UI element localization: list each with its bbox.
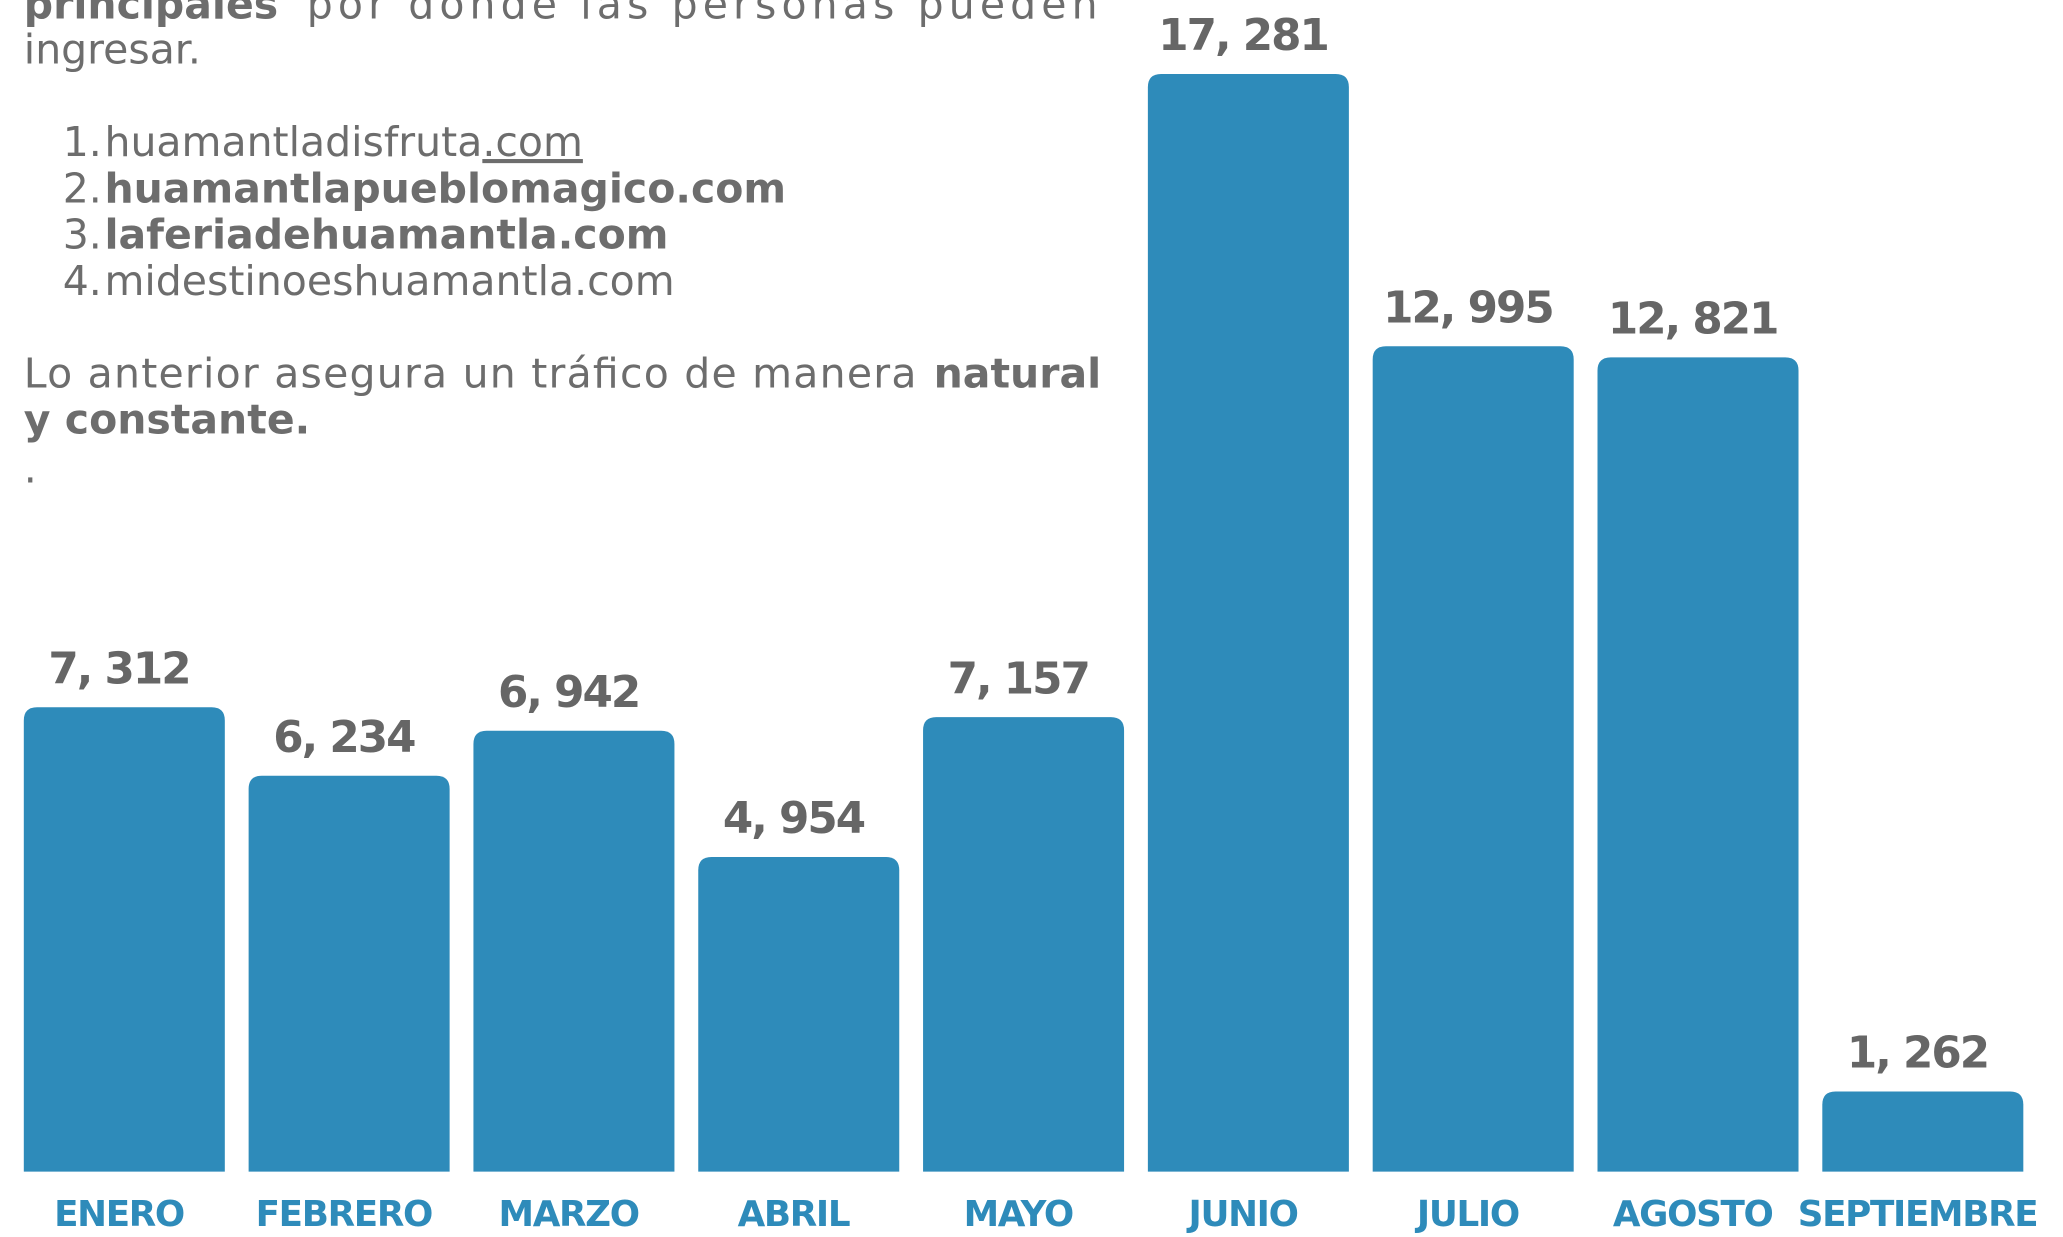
x-tick-label: ABRIL bbox=[738, 1194, 850, 1235]
bar bbox=[473, 730, 675, 1172]
x-tick-label: ENERO bbox=[54, 1194, 184, 1235]
bar bbox=[248, 775, 450, 1172]
value-label: 7, 157 bbox=[948, 653, 1089, 704]
value-label: 12, 995 bbox=[1383, 282, 1553, 333]
list-item: huamantlapueblomagico.com bbox=[104, 164, 786, 212]
closing-text: Lo anterior asegura un tráfico de manera bbox=[24, 349, 917, 397]
intro-end: ingresar. bbox=[24, 25, 201, 73]
x-tick-label: JULIO bbox=[1415, 1194, 1519, 1235]
value-label: 4, 954 bbox=[723, 793, 865, 844]
list-number: 4. bbox=[63, 257, 102, 305]
value-label: 12, 821 bbox=[1608, 294, 1778, 345]
value-label: 6, 942 bbox=[498, 667, 639, 718]
bar bbox=[698, 857, 900, 1172]
list-item-suffix: .com bbox=[482, 118, 583, 166]
intro-text: por donde las personas pueden bbox=[307, 0, 1098, 29]
list-item: laferiadehuamantla.com bbox=[104, 211, 668, 259]
x-tick-label: FEBRERO bbox=[256, 1194, 432, 1235]
bar bbox=[1822, 1091, 2024, 1172]
list-number: 1. bbox=[63, 118, 102, 166]
list-item: huamantladisfruta bbox=[104, 118, 482, 166]
closing-bold: natural bbox=[934, 349, 1102, 397]
bar bbox=[1597, 357, 1799, 1172]
bar bbox=[1372, 346, 1574, 1172]
list-item: midestinoeshuamantla.com bbox=[104, 257, 674, 305]
value-label: 1, 262 bbox=[1847, 1028, 1988, 1079]
intro-bold: principales bbox=[24, 0, 278, 29]
bar bbox=[23, 707, 225, 1172]
list-number: 3. bbox=[63, 211, 102, 259]
bar bbox=[923, 717, 1125, 1172]
x-tick-label: SEPTIEMBRE bbox=[1798, 1194, 2038, 1235]
x-tick-label: MARZO bbox=[499, 1194, 639, 1235]
bar bbox=[1147, 74, 1349, 1172]
x-tick-label: JUNIO bbox=[1187, 1194, 1298, 1235]
closing-bold: y constante. bbox=[24, 396, 310, 444]
x-tick-label: MAYO bbox=[964, 1194, 1073, 1235]
x-tick-label: AGOSTO bbox=[1613, 1194, 1773, 1235]
list-number: 2. bbox=[63, 164, 102, 212]
dot: . bbox=[24, 445, 37, 493]
site-list: 1. huamantladisfruta .com 2. huamantlapueblo… bbox=[63, 118, 786, 305]
value-label: 6, 234 bbox=[273, 712, 415, 763]
value-label: 17, 281 bbox=[1158, 10, 1328, 61]
value-label: 7, 312 bbox=[48, 643, 189, 694]
